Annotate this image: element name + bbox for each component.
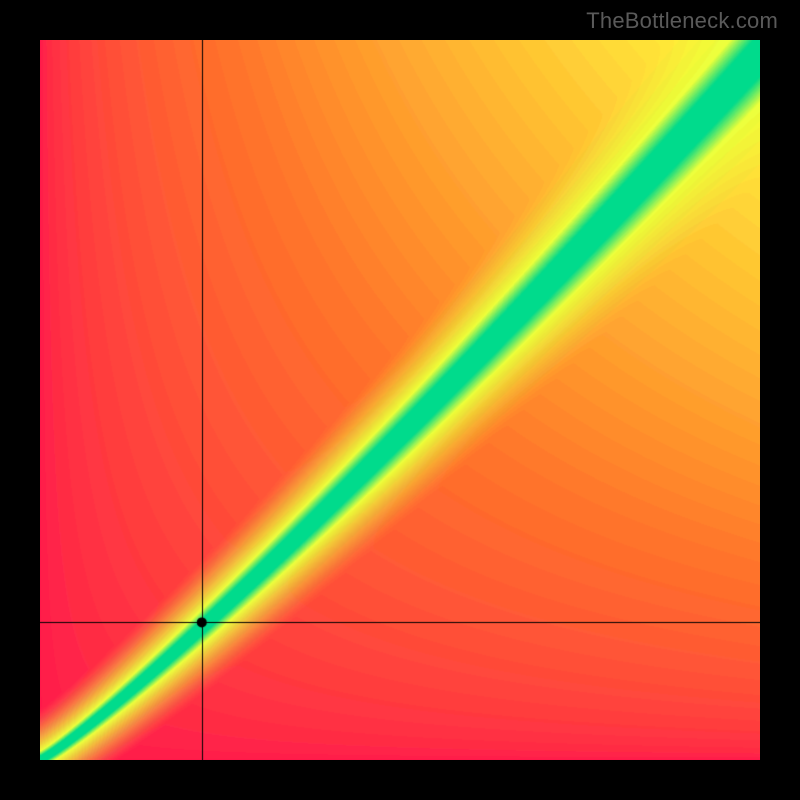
bottleneck-heatmap <box>40 40 760 760</box>
watermark-text: TheBottleneck.com <box>586 8 778 34</box>
chart-container: TheBottleneck.com <box>0 0 800 800</box>
